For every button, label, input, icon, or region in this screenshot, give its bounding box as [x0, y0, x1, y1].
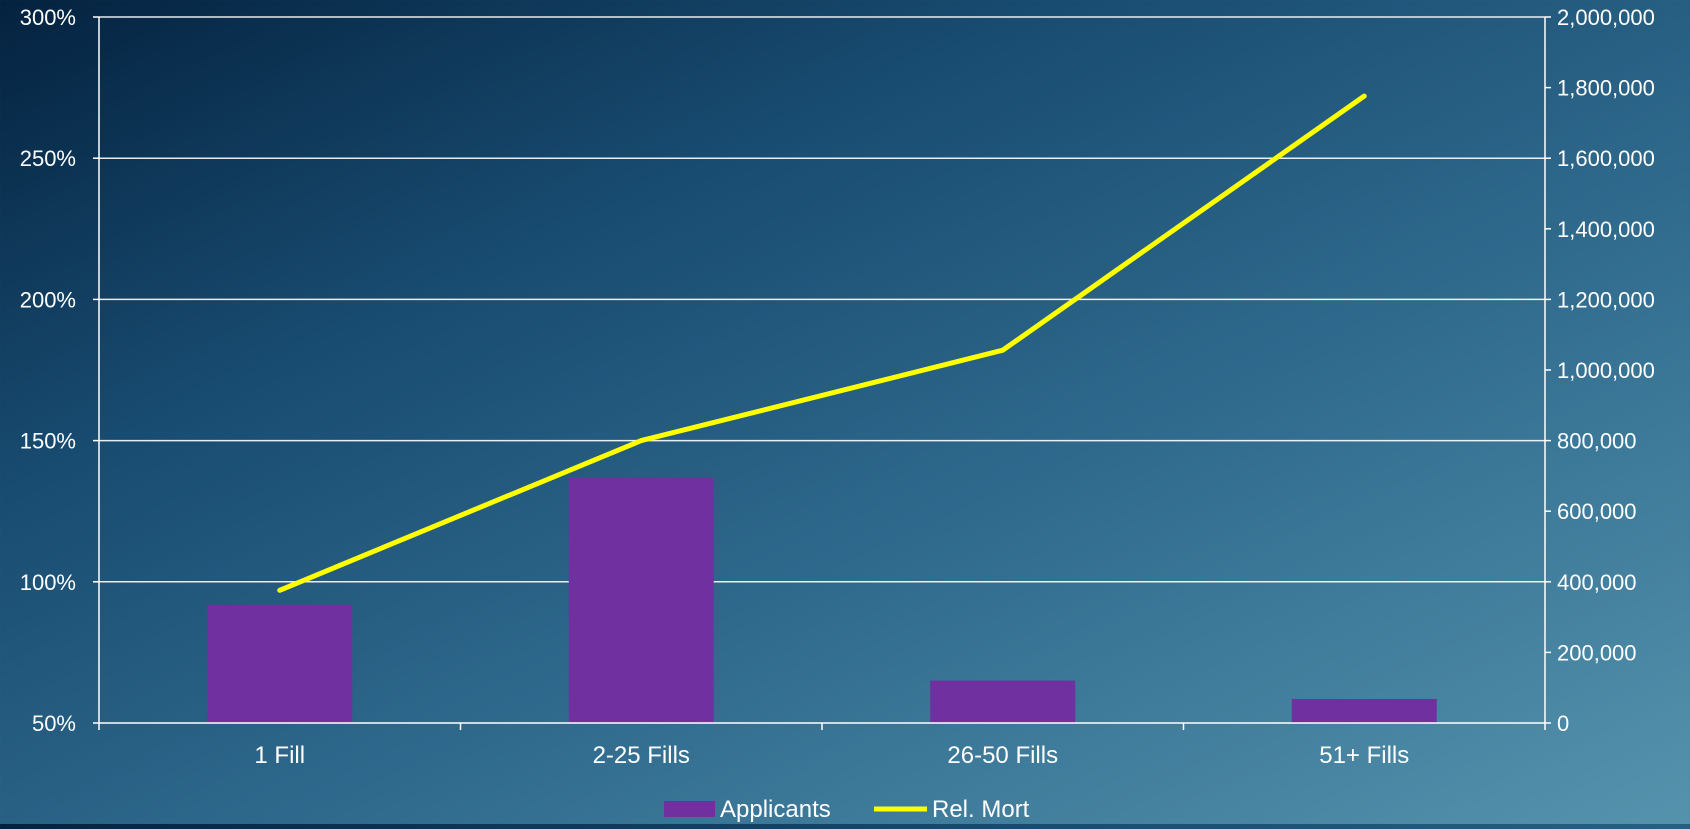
bar-applicants [568, 477, 714, 723]
bar-applicants [1291, 698, 1437, 723]
x-tick-label: 2-25 Fills [593, 742, 690, 769]
left-tick-label: 150% [20, 429, 76, 454]
right-tick-label: 400,000 [1557, 570, 1637, 595]
legend-swatch-applicants [664, 801, 715, 817]
right-tick-label: 1,600,000 [1557, 146, 1655, 171]
right-tick-label: 1,200,000 [1557, 287, 1655, 312]
right-tick-label: 800,000 [1557, 429, 1637, 454]
left-tick-label: 300% [20, 5, 76, 30]
gridlines [99, 16, 1545, 583]
right-tick-label: 600,000 [1557, 499, 1637, 524]
right-tick-label: 2,000,000 [1557, 5, 1655, 30]
left-tick-label: 50% [32, 711, 76, 736]
axes [93, 16, 1551, 730]
x-tick-label: 26-50 Fills [947, 742, 1058, 769]
right-tick-label: 1,800,000 [1557, 76, 1655, 101]
x-tick-label: 1 Fill [254, 742, 305, 769]
line-series-rel-mort [277, 93, 1367, 593]
line-rel-mort [277, 93, 1367, 593]
left-tick-label: 100% [20, 570, 76, 595]
left-tick-label: 250% [20, 146, 76, 171]
right-tick-label: 1,400,000 [1557, 217, 1655, 242]
bar-series-applicants [207, 477, 1437, 723]
legend-label-rel-mort: Rel. Mort [932, 796, 1030, 823]
right-tick-label: 0 [1557, 711, 1569, 736]
legend-label-applicants: Applicants [720, 796, 831, 823]
x-tick-label: 51+ Fills [1319, 742, 1409, 769]
right-tick-label: 200,000 [1557, 640, 1637, 665]
tick-labels: 50% 100% 150% 200% 250% 300% 0 200,000 400,000 60… [20, 5, 1655, 769]
bar-applicants [930, 680, 1076, 723]
left-tick-label: 200% [20, 287, 76, 312]
legend: Applicants Rel. Mort [664, 796, 1030, 823]
bar-applicants [207, 604, 353, 723]
right-tick-label: 1,000,000 [1557, 358, 1655, 383]
